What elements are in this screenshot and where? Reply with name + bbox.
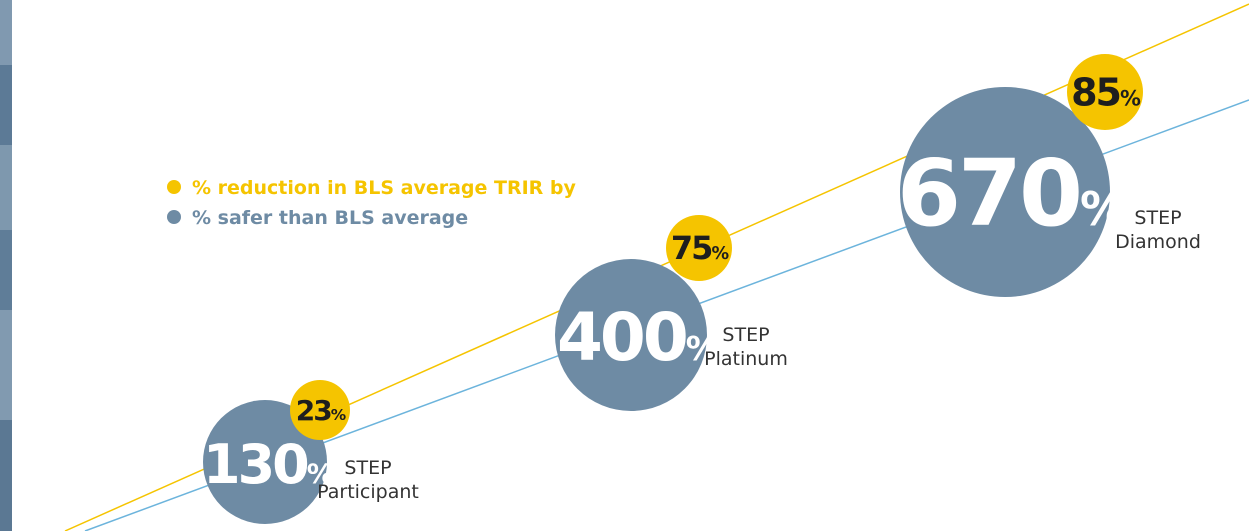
safer-value: 670% <box>897 140 1125 247</box>
unit: % <box>1080 182 1125 236</box>
unit: % <box>1120 86 1141 110</box>
unit: % <box>686 329 719 368</box>
tier-name: Participant <box>317 481 419 503</box>
legend-dot <box>167 210 181 224</box>
safer-value: 400% <box>557 299 719 376</box>
safer-bubble <box>900 87 1110 297</box>
reduction-value: 85% <box>1071 70 1141 114</box>
safer-bubble <box>555 259 707 411</box>
program-name: STEP <box>344 457 391 479</box>
legend-label: % reduction in BLS average TRIR by <box>192 177 577 199</box>
safer-number: 670 <box>897 140 1080 247</box>
unit: % <box>331 406 346 424</box>
reduction-bubble <box>1067 54 1143 130</box>
reduction-number: 75 <box>671 229 712 267</box>
tier-name: Diamond <box>1115 231 1201 253</box>
reduction-bubble <box>666 215 732 281</box>
reduction-value: 23% <box>296 394 346 427</box>
reduction-number: 23 <box>296 394 331 427</box>
unit: % <box>711 244 729 264</box>
safer-number: 130 <box>203 433 307 496</box>
reduction-value: 75% <box>671 229 730 267</box>
reduction-bubble <box>290 380 350 440</box>
program-name: STEP <box>1134 207 1181 229</box>
safer-bubble <box>203 400 327 524</box>
tier-name: Platinum <box>704 348 788 370</box>
legend-dot <box>167 180 181 194</box>
side-strip <box>0 0 12 531</box>
reduction-number: 85 <box>1071 70 1120 114</box>
program-name: STEP <box>722 324 769 346</box>
safer-number: 400 <box>557 299 686 376</box>
legend-label: % safer than BLS average <box>192 207 468 229</box>
